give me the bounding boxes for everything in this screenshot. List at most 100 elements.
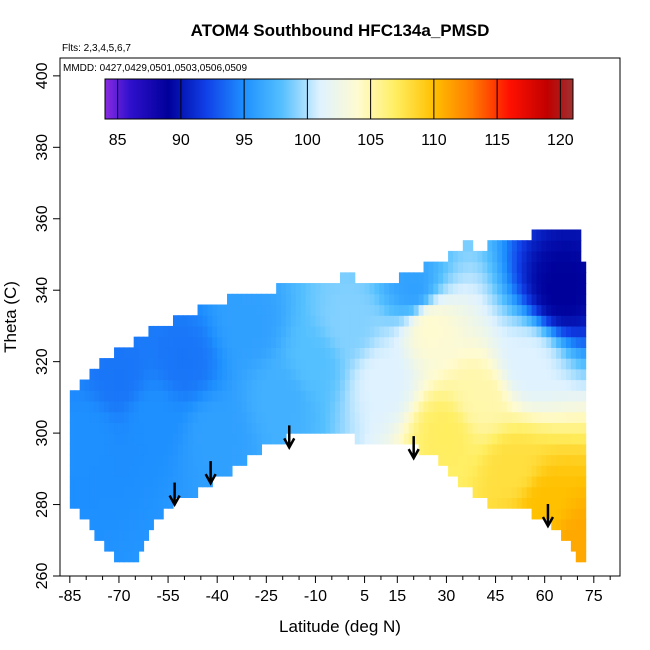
arrow-marker xyxy=(541,503,555,529)
heatmap-cell xyxy=(241,358,248,370)
heatmap-cell xyxy=(561,379,567,391)
heatmap-cell xyxy=(575,358,582,370)
heatmap-cell xyxy=(374,293,380,306)
heatmap-cell xyxy=(556,293,562,306)
heatmap-cell xyxy=(526,497,533,509)
heatmap-cell xyxy=(109,486,115,499)
colorbar-tick-label: 95 xyxy=(235,132,253,149)
heatmap-cell xyxy=(300,368,307,381)
heatmap-cell xyxy=(580,433,587,445)
heatmap-cell xyxy=(551,454,557,466)
heatmap-cell xyxy=(325,422,331,434)
heatmap-cell xyxy=(271,358,277,370)
heatmap-cell xyxy=(531,422,538,434)
heatmap-cell xyxy=(472,433,479,445)
heatmap-cell xyxy=(335,379,341,391)
heatmap-cell xyxy=(148,486,154,499)
heatmap-cell xyxy=(536,229,542,241)
heatmap-cell xyxy=(153,454,159,466)
heatmap-cell xyxy=(487,358,493,370)
heatmap-cell xyxy=(457,347,464,359)
heatmap-cell xyxy=(340,315,346,327)
heatmap-cell xyxy=(104,475,110,488)
heatmap-cell xyxy=(521,315,528,327)
heatmap-cell xyxy=(276,368,282,381)
heatmap-cell xyxy=(580,283,587,295)
heatmap-cell xyxy=(212,390,218,402)
heatmap-cell xyxy=(79,486,86,499)
heatmap-cell xyxy=(74,454,81,466)
heatmap-cell xyxy=(266,293,272,306)
heatmap-cell xyxy=(300,336,307,348)
heatmap-cell xyxy=(118,347,125,359)
heatmap-cell xyxy=(118,497,125,509)
heatmap-cell xyxy=(384,390,390,402)
heatmap-cell xyxy=(148,368,154,381)
heatmap-cell xyxy=(448,422,454,434)
heatmap-cell xyxy=(172,475,179,488)
heatmap-cell xyxy=(467,379,474,391)
heatmap-cell xyxy=(290,358,297,370)
heatmap-cell xyxy=(290,368,297,381)
heatmap-cell xyxy=(315,358,321,370)
heatmap-cell xyxy=(153,390,159,402)
heatmap-cell xyxy=(374,422,380,434)
heatmap-cell xyxy=(428,293,434,306)
heatmap-cell xyxy=(310,400,317,413)
heatmap-cell xyxy=(168,368,174,381)
heatmap-cell xyxy=(423,304,430,316)
heatmap-cell xyxy=(227,411,233,423)
heatmap-cell xyxy=(546,465,552,477)
heatmap-cell xyxy=(452,465,459,477)
heatmap-cell xyxy=(398,422,405,434)
heatmap-cell xyxy=(187,475,194,488)
heatmap-cell xyxy=(300,358,307,370)
heatmap-cell xyxy=(531,443,538,456)
heatmap-cell xyxy=(290,283,297,295)
heatmap-cell xyxy=(561,250,567,263)
heatmap-cell xyxy=(143,336,150,348)
heatmap-cell xyxy=(227,454,233,466)
heatmap-cell xyxy=(340,293,346,306)
heatmap-cell xyxy=(217,411,223,423)
heatmap-cell xyxy=(158,411,164,423)
heatmap-cell xyxy=(521,358,528,370)
heatmap-cell xyxy=(320,390,326,402)
heatmap-cell xyxy=(114,475,120,488)
heatmap-cell xyxy=(408,390,415,402)
heatmap-cell xyxy=(266,411,272,423)
heatmap-cell xyxy=(418,283,425,295)
heatmap-cell xyxy=(330,283,336,295)
heatmap-cell xyxy=(236,368,243,381)
heatmap-cell xyxy=(502,422,508,434)
heatmap-cell xyxy=(556,315,562,327)
heatmap-cell xyxy=(222,315,228,327)
heatmap-cell xyxy=(487,283,493,295)
heatmap-cell xyxy=(212,443,218,456)
heatmap-cell xyxy=(565,379,572,391)
heatmap-cell xyxy=(457,400,464,413)
heatmap-cell xyxy=(246,390,253,402)
heatmap-cell xyxy=(168,411,174,423)
heatmap-cell xyxy=(172,411,179,423)
heatmap-cell xyxy=(418,325,425,338)
heatmap-cell xyxy=(261,411,267,423)
heatmap-cell xyxy=(207,368,213,381)
heatmap-cell xyxy=(443,315,449,327)
heatmap-cell xyxy=(227,379,233,391)
heatmap-cell xyxy=(565,497,572,509)
heatmap-cell xyxy=(99,529,105,541)
heatmap-cell xyxy=(207,336,213,348)
heatmap-cell xyxy=(197,465,204,477)
heatmap-cell xyxy=(516,293,523,306)
heatmap-cell xyxy=(413,379,420,391)
heatmap-cell xyxy=(74,433,81,445)
heatmap-cell xyxy=(295,411,302,423)
heatmap-cell xyxy=(276,325,282,338)
heatmap-cell xyxy=(349,358,356,370)
heatmap-cell xyxy=(507,390,513,402)
heatmap-cell xyxy=(290,411,297,423)
heatmap-cell xyxy=(128,465,135,477)
heatmap-cell xyxy=(202,336,208,348)
heatmap-cell xyxy=(300,347,307,359)
